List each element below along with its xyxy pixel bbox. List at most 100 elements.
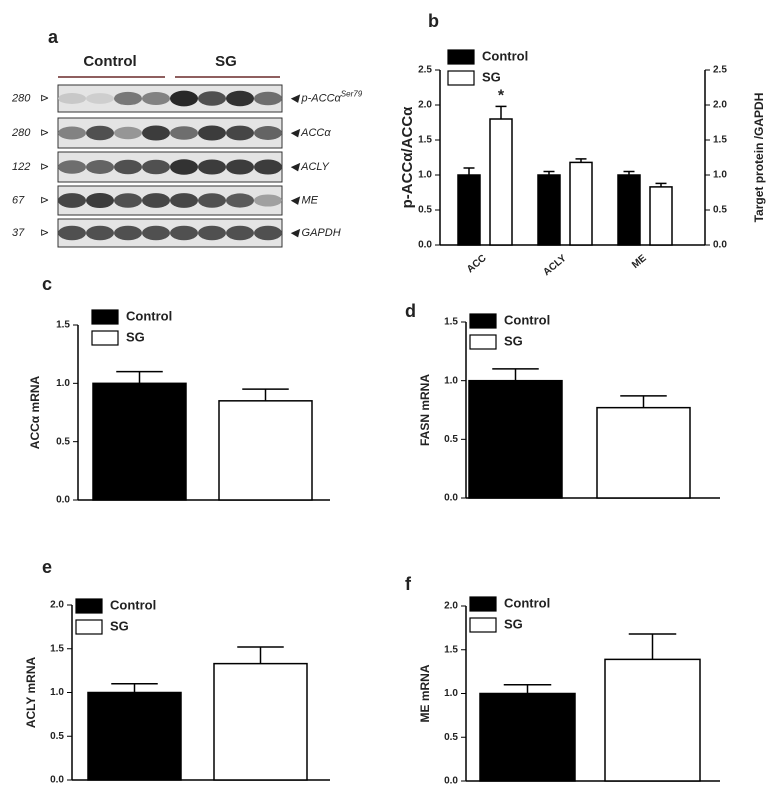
molecular-weight: 67 [12,194,25,206]
y-tick-label: 0.5 [418,205,432,216]
blot-band [58,160,86,174]
y2-axis-label: Target protein /GAPDH [752,93,766,223]
blot-band [86,160,114,174]
y-tick-label: 1.5 [418,135,432,146]
bar [596,406,691,499]
bar [213,662,308,781]
blot-band [86,225,114,241]
y-tick-label: 0.5 [50,731,64,742]
blot-band [170,225,198,241]
bar [617,174,641,246]
y-axis-label: p-ACCα/ACCα [399,106,416,209]
bar [569,161,593,246]
y-tick-label: 1.0 [444,375,458,386]
legend-swatch [469,617,497,633]
blot-band [142,225,170,241]
y2-tick-label: 1.0 [713,170,727,181]
legend-swatch [469,313,497,329]
blot-band [170,193,198,208]
arrow: ◀ [290,92,302,104]
bar [87,691,182,781]
y-tick-label: 0.0 [50,775,64,786]
group-label: SG [215,53,237,70]
molecular-weight: 280 [11,92,31,104]
group-label: Control [83,53,136,70]
y-tick-label: 1.5 [50,643,64,654]
y-tick-label: 2.0 [418,100,432,111]
y-tick-label: 0.0 [444,776,458,787]
panel-label: d [405,301,416,321]
protein-label: ◀ ACCα [290,127,331,139]
blot-band [198,159,226,175]
panel-label: f [405,574,412,594]
y2-tick-label: 0.0 [713,240,727,251]
blot-band [170,159,198,175]
panel-label: e [42,557,52,577]
legend-label: Control [504,595,550,610]
blot-band [142,125,170,141]
legend-label: SG [482,69,501,84]
blot-band [86,93,114,104]
blot-band [170,90,198,107]
y-axis-label: ACLY mRNA [24,656,38,728]
bar [537,174,561,246]
panel-label: a [48,27,59,47]
y-tick-label: 0.0 [444,493,458,504]
arrow: ◀ [290,227,302,239]
blot-band [198,125,226,141]
y-tick-label: 2.5 [418,65,432,76]
y-tick-label: 1.0 [56,378,70,389]
bar [457,174,481,246]
blot-band [198,225,226,241]
blot-band [254,126,282,140]
y-tick-label: 0.0 [56,495,70,506]
legend-swatch [75,598,103,614]
mw-arrow: ⊳ [40,161,49,173]
blot-band [58,225,86,241]
x-tick-label: ACC [465,253,489,275]
legend-swatch [447,70,475,86]
protein-superscript: Ser79 [341,89,363,98]
legend-label: SG [126,329,145,344]
legend-label: Control [482,48,528,63]
y-axis-label: ACCα mRNA [28,375,42,449]
mw-arrow: ⊳ [40,227,49,239]
blot-band [198,91,226,106]
molecular-weight: 122 [12,161,30,173]
panel-label: c [42,274,52,294]
y-tick-label: 1.5 [56,320,70,331]
x-tick-label: ME [630,253,649,271]
legend-label: Control [110,597,156,612]
protein-label: ◀ p-ACCαSer79 [290,89,363,104]
mw-arrow: ⊳ [40,127,49,139]
mw-arrow: ⊳ [40,194,49,206]
blot-band [114,126,142,140]
y-tick-label: 0.5 [56,436,70,447]
blot-band [142,159,170,175]
blot-band [114,193,142,208]
blot-band [142,193,170,208]
legend-label: Control [504,312,550,327]
protein-name: ACLY [300,161,329,173]
bar [218,400,313,501]
blot-band [86,192,114,209]
bar [649,186,673,246]
y-tick-label: 0.5 [444,732,458,743]
blot-band [58,93,86,104]
panel-label: b [428,11,439,31]
legend-swatch [469,596,497,612]
y2-tick-label: 2.0 [713,100,727,111]
y-tick-label: 0.5 [444,434,458,445]
protein-name: ACCα [300,127,331,139]
bar [604,658,701,782]
blot-band [254,91,282,106]
blot-band [226,225,254,241]
arrow: ◀ [290,161,301,173]
blot-band [170,126,198,140]
y-tick-label: 2.0 [50,600,64,611]
protein-label: ◀ ME [290,194,319,206]
blot-band [114,91,142,106]
protein-label: ◀ GAPDH [290,227,341,239]
blot-band [58,193,86,208]
protein-name: p-ACCα [301,92,342,104]
